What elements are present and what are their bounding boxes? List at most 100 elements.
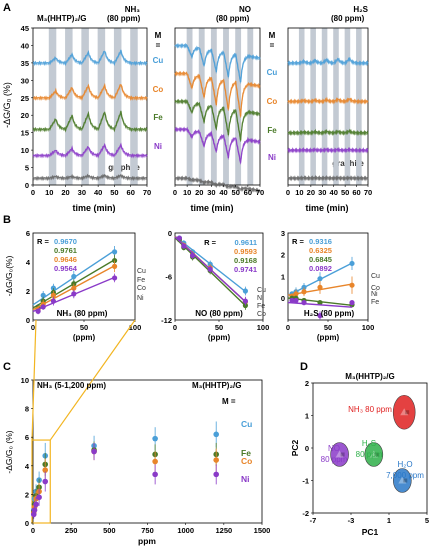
panel-a-label-ni-1: Ni xyxy=(154,142,162,151)
x-tick-label-a-h2s-7: 70 xyxy=(364,188,372,197)
y-tick-label-b-h2s-0: 3 xyxy=(281,229,285,238)
title-b-nh3: NH₃ (80 ppm) xyxy=(57,309,108,318)
fit-line-b-h2s-ni xyxy=(287,301,353,308)
series-line-a-nh3-cu-rep xyxy=(32,51,148,67)
series-label-b-nh3-fe: Fe xyxy=(137,277,145,284)
title-d: M₃(HHTP)₂/G xyxy=(345,372,394,381)
cluster-marker-square-0 xyxy=(405,410,410,415)
x-tick-label-a-nh3-2: 20 xyxy=(61,188,69,197)
cluster-marker-triangle-1 xyxy=(335,450,344,458)
cluster-ellipse-1 xyxy=(330,442,349,467)
series-line-a-nh3-graphite-rep xyxy=(32,175,148,182)
exposure-band-nh3-2 xyxy=(81,28,89,185)
series-label-c-ni: Ni xyxy=(241,474,250,484)
data-point-b-no-ni-0 xyxy=(176,235,182,241)
series-line-a-h2s-fe xyxy=(287,128,369,136)
zoom-connector-right xyxy=(49,319,136,441)
r-prefix-b-nh3: R = xyxy=(37,237,50,246)
y-tick-label-a-5: 25 xyxy=(21,94,29,103)
data-point-c-ni-3 xyxy=(36,494,42,501)
exposure-band-no-2 xyxy=(210,28,217,185)
exposure-band-nh3-1 xyxy=(65,28,73,185)
data-point-b-nh3-ni-0 xyxy=(35,308,41,314)
series-line-a-h2s-co-rep xyxy=(287,98,369,105)
x-tick-label-c-6: 1500 xyxy=(254,526,271,535)
panel-letter-c: C xyxy=(3,361,11,373)
x-tick-label-a-h2s-3: 30 xyxy=(318,188,326,197)
panel-a-m-label-1: M xyxy=(155,31,162,40)
data-point-b-nh3-co-2 xyxy=(50,292,57,298)
data-point-c-co-7 xyxy=(213,457,219,463)
y-tick-label-b-nh3-3: 6 xyxy=(26,229,30,238)
data-point-c-ni-5 xyxy=(91,448,97,455)
panel-a-no-conc: (80 ppm) xyxy=(216,14,250,23)
data-point-c-ni-2 xyxy=(33,501,39,508)
panel-a-meq-2: = xyxy=(270,41,275,50)
y-axis-label-d: PC2 xyxy=(290,439,300,456)
series-label-b-no-ni: Ni xyxy=(257,295,264,302)
x-tick-label-b-h2s-1: 50 xyxy=(324,323,332,332)
x-axis-label-d: PC1 xyxy=(362,527,379,537)
panel-a-h2s-title: H₂S xyxy=(353,5,368,14)
r-value-b-nh3-fe: 0.9761 xyxy=(54,246,77,255)
panel-letter-b: B xyxy=(3,214,11,226)
exposure-band-h2s-5 xyxy=(356,28,362,185)
y-tick-label-a-2: 10 xyxy=(21,146,29,155)
x-tick-label-a-no-4: 40 xyxy=(219,188,227,197)
x-tick-label-c-5: 1250 xyxy=(215,526,232,535)
y-tick-label-a-0: 0 xyxy=(25,181,29,190)
x-tick-label-a-no-6: 60 xyxy=(244,188,252,197)
x-tick-label-a-no-7: 70 xyxy=(256,188,264,197)
y-tick-label-a-6: 30 xyxy=(21,76,29,85)
x-tick-label-a-h2s-2: 20 xyxy=(307,188,315,197)
data-point-b-no-ni-2 xyxy=(190,252,196,259)
y-tick-label-d-1: 1 xyxy=(305,412,309,421)
x-tick-label-b-no-1: 50 xyxy=(215,323,223,332)
series-line-a-nh3-ni-rep xyxy=(32,144,148,159)
y-tick-label-a-8: 40 xyxy=(21,41,29,50)
series-label-b-h2s-ni: Ni xyxy=(371,291,378,298)
panel-a-xlabel-3: time (min) xyxy=(305,203,348,213)
cluster-label-h2s-1: H₂S xyxy=(362,439,376,448)
exposure-band-nh3-0 xyxy=(48,28,57,185)
exposure-band-no-5 xyxy=(247,28,254,185)
series-line-a-nh3-fe-rep xyxy=(32,112,148,133)
data-point-b-h2s-ni-4 xyxy=(349,300,355,306)
data-point-b-nh3-co-4 xyxy=(112,263,118,269)
x-tick-label-d-0: -7 xyxy=(310,516,317,525)
r-prefix-b-h2s: R = xyxy=(292,237,305,246)
data-point-b-h2s-ni-3 xyxy=(317,313,323,319)
panel-letter-a: A xyxy=(3,2,11,14)
series-line-a-nh3-fe xyxy=(32,110,148,133)
cluster-marker-square-1 xyxy=(340,452,345,457)
cluster-label-no-2: 80 ppm xyxy=(321,455,348,464)
series-label-b-nh3-cu: Cu xyxy=(137,268,146,275)
cluster-marker-triangle-3 xyxy=(398,476,407,484)
y-tick-label-b-h2s-3: 0 xyxy=(281,294,285,303)
series-label-b-h2s-co: Co xyxy=(371,285,380,292)
x-tick-label-d-3: 5 xyxy=(425,516,429,525)
data-point-b-h2s-cu-3 xyxy=(317,276,323,282)
data-point-b-no-ni-4 xyxy=(242,298,248,304)
x-axis-label-b-no: (ppm) xyxy=(208,333,231,342)
data-point-c-co-6 xyxy=(152,458,158,465)
series-line-a-h2s-co xyxy=(287,96,369,105)
data-point-b-nh3-ni-2 xyxy=(50,298,57,304)
exposure-band-no-4 xyxy=(235,28,242,185)
panel-a-label-fe-2: Fe xyxy=(267,126,277,135)
panel-a-label-fe-1: Fe xyxy=(153,113,163,122)
cluster-marker-square-3 xyxy=(403,478,408,483)
panel-a-nh3-conc: (80 ppm) xyxy=(107,14,141,23)
r-value-b-no-fe: 0.9168 xyxy=(234,256,257,265)
y-tick-label-a-9: 45 xyxy=(21,24,29,33)
data-point-c-ni-7 xyxy=(213,471,219,478)
x-tick-label-a-h2s-1: 10 xyxy=(295,188,303,197)
y-tick-label-a-7: 35 xyxy=(21,59,29,68)
series-line-a-no-graphite-rep xyxy=(174,177,261,194)
x-tick-label-b-h2s-2: 100 xyxy=(362,323,375,332)
x-tick-label-a-no-3: 30 xyxy=(207,188,215,197)
series-line-a-no-ni-rep xyxy=(174,128,261,166)
cluster-marker-square-2 xyxy=(374,452,379,457)
panel-letter-d: D xyxy=(300,361,308,373)
